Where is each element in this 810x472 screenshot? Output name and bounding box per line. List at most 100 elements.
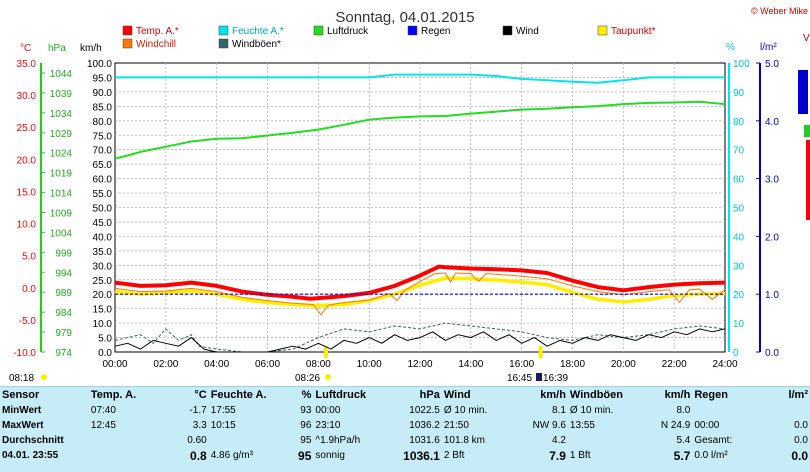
rain-tick-label: 0.0: [765, 348, 779, 359]
sunset-label: 16:45: [507, 373, 532, 384]
unit-wind: km/h: [80, 43, 102, 54]
hum-tick-label: 40: [733, 232, 745, 243]
unit-rain: l/m²: [760, 42, 777, 53]
legend-label: Temp. A.*: [136, 26, 179, 37]
x-tick-label: 10:00: [357, 359, 382, 370]
table-cell: 0.0: [794, 435, 808, 446]
series-feuchte-a: [115, 73, 725, 84]
x-tick-label: 20:00: [611, 359, 636, 370]
table-row: MaxWert 12:45 3.3 10:15 96 23:10 1036.2 21:50 NW…: [0, 418, 810, 433]
table-cell: 07:40: [90, 405, 116, 416]
wind-tick-label: 0.0: [98, 348, 112, 359]
legend-swatch: [122, 25, 133, 36]
press-tick-label: 1004: [50, 228, 73, 239]
unit-far-right: V: [803, 33, 810, 44]
table-cell: ^1.9hPa/h: [315, 435, 361, 446]
temp-tick-label: -10.0: [13, 348, 36, 359]
table-cell: 4.2: [552, 435, 566, 446]
legend-label: Taupunkt*: [611, 26, 656, 37]
table-header-cell: Luftdruck: [315, 389, 367, 401]
press-tick-label: 1044: [50, 69, 73, 80]
wind-tick-label: 80.0: [93, 117, 113, 128]
table-cell: 2 Bft: [443, 450, 465, 461]
press-tick-label: 1019: [50, 169, 73, 180]
legend-label: Luftdruck: [327, 26, 369, 37]
table-cell: 0.60: [187, 435, 207, 446]
legend-swatch: [218, 38, 229, 49]
stats-table: Sensor Temp. A. °C Feuchte A.% Luftdruck hPa W…: [0, 386, 810, 472]
credit-label: © Weber Mike: [751, 6, 808, 16]
table-cell: 5.4: [676, 435, 691, 446]
wind-tick-label: 10.0: [93, 319, 113, 330]
series-windchill: [114, 272, 726, 316]
unit-temp: °C: [20, 43, 31, 54]
table-cell: MaxWert: [2, 420, 44, 431]
temp-tick-label: 30.0: [17, 91, 37, 102]
wind-tick-label: 35.0: [93, 247, 113, 258]
press-tick-label: 1029: [50, 129, 73, 140]
sunset-tick: [538, 346, 543, 358]
legend-swatch: [502, 25, 513, 36]
table-cell: 17:55: [210, 405, 236, 416]
wind-tick-label: 15.0: [93, 305, 113, 316]
wind-tick-label: 85.0: [93, 102, 113, 113]
wind-tick-label: 20.0: [93, 290, 113, 301]
table-cell: 0.0: [794, 420, 808, 431]
table-header-cell: Wind: [443, 389, 471, 401]
table-cell: 95: [300, 435, 312, 446]
rain-tick-label: 4.0: [765, 117, 779, 128]
wind-tick-label: 90.0: [93, 88, 113, 99]
x-tick-label: 02:00: [153, 359, 178, 370]
rain-tick-label: 1.0: [765, 290, 779, 301]
table-header-cell: %: [301, 389, 312, 401]
series-wind: [114, 328, 726, 353]
hum-tick-label: 80: [733, 117, 745, 128]
table-header-cell: °C: [194, 389, 207, 401]
moonset-icon: [536, 373, 542, 381]
press-tick-label: 984: [55, 308, 72, 319]
table-cell: [89, 448, 149, 463]
temp-tick-label: -5.0: [19, 316, 37, 327]
hum-tick-label: 30: [733, 261, 745, 272]
table-cell: Gesamt:: [694, 435, 733, 446]
table-cell: 1031.6: [409, 435, 440, 446]
table-row: 04.01. 23:55 0.8 4.86 g/m³ 95 sonnig 1036.1 2 …: [0, 448, 810, 463]
chart-title: Sonntag, 04.01.2015: [335, 9, 474, 26]
table-cell: 8.0: [676, 405, 691, 416]
wind-tick-label: 75.0: [93, 131, 113, 142]
table-cell: [89, 433, 149, 448]
table-cell: 3.3: [192, 420, 207, 431]
unit-hum: %: [726, 42, 735, 53]
press-tick-label: 1009: [50, 208, 73, 219]
table-cell: 1036.1: [403, 448, 440, 463]
wind-tick-label: 50.0: [93, 204, 113, 215]
table-cell: 23:10: [315, 420, 341, 431]
table-cell: 21:50: [443, 420, 469, 431]
table-cell: 1022.5: [409, 405, 440, 416]
press-tick-label: 974: [55, 348, 72, 359]
x-tick-label: 24:00: [712, 359, 737, 370]
legend-swatch: [313, 25, 324, 36]
temp-tick-label: 10.0: [17, 220, 37, 231]
table-row: MinWert 07:40 -1.7 17:55 93 00:00 1022.5 Ø 10 m…: [0, 403, 810, 418]
legend-swatch: [122, 38, 133, 49]
wind-tick-label: 100.0: [87, 59, 112, 70]
series-windb-en: [114, 322, 726, 353]
hum-tick-label: 90: [733, 88, 745, 99]
x-tick-label: 14:00: [458, 359, 483, 370]
legend-swatch: [218, 25, 229, 36]
table-cell: 12:45: [90, 420, 116, 431]
temp-tick-label: 25.0: [17, 123, 37, 134]
table-header-cell: km/h: [664, 389, 691, 401]
wind-tick-label: 45.0: [93, 218, 113, 229]
table-cell: MinWert: [2, 405, 42, 416]
hum-tick-label: 50: [733, 204, 745, 215]
table-cell: 13:55: [569, 420, 595, 431]
table-cell: [209, 433, 277, 448]
wind-tick-label: 60.0: [93, 175, 113, 186]
table-cell: -1.7: [189, 405, 207, 416]
rain-tick-label: 3.0: [765, 175, 779, 186]
press-tick-label: 999: [55, 248, 72, 259]
hum-tick-label: 70: [733, 146, 745, 157]
series-luftdruck: [114, 100, 726, 160]
